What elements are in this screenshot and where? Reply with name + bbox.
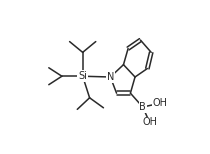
Text: B: B (139, 102, 146, 112)
Text: N: N (107, 72, 114, 82)
Text: Si: Si (78, 71, 87, 81)
Text: OH: OH (142, 118, 157, 127)
Text: OH: OH (153, 98, 168, 108)
